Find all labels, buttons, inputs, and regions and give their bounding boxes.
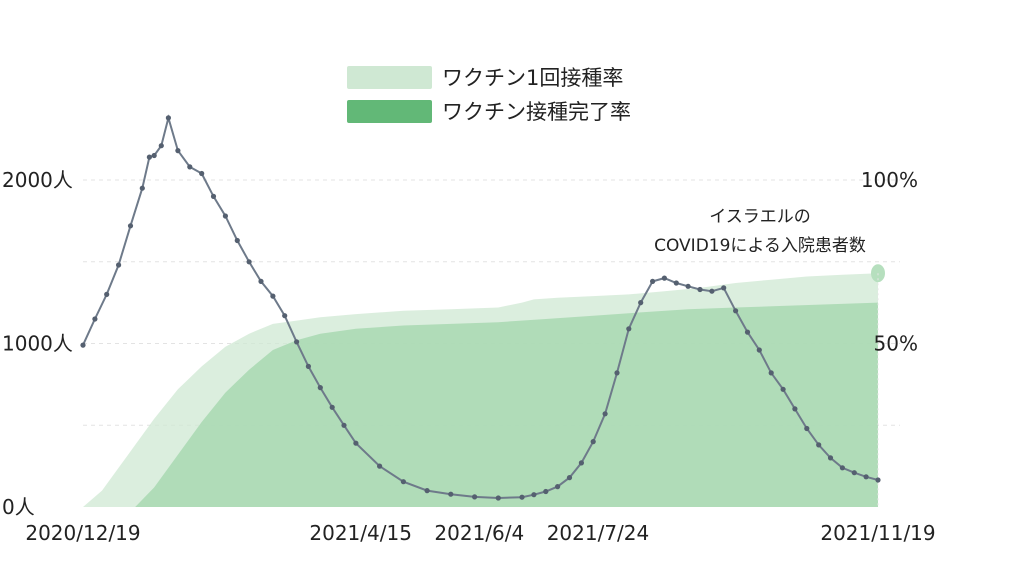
y-right-tick-label: 100% xyxy=(861,168,918,192)
axes: 0人 1000人 2000人 50% 100% 2020/12/19 2021/4/15 20… xyxy=(2,168,936,545)
hospitalization-point xyxy=(578,460,585,466)
hospitalization-point xyxy=(685,283,691,289)
y-left-tick-label: 2000人 xyxy=(2,168,73,192)
hospitalization-point xyxy=(234,237,240,244)
hospitalization-point xyxy=(270,293,276,299)
y-right-tick-label: 50% xyxy=(874,332,918,356)
hospitalization-point xyxy=(448,491,454,497)
hospitalization-point xyxy=(246,259,252,265)
hospitalization-point xyxy=(673,280,679,286)
hospitalization-point xyxy=(139,185,145,191)
hospitalization-point xyxy=(472,494,478,500)
hospitalization-point xyxy=(353,440,359,446)
hospitalization-point xyxy=(851,470,857,476)
hospitalization-point xyxy=(756,347,762,353)
hospitalization-point xyxy=(519,494,525,500)
hospitalization-point xyxy=(210,193,217,199)
hospitalization-point xyxy=(317,385,323,391)
hospitalization-point xyxy=(863,474,869,480)
hospitalization-point xyxy=(495,495,501,501)
annotation-line-2: COVID19による入院患者数 xyxy=(654,236,866,256)
hospitalization-point xyxy=(768,370,774,376)
hospitalization-point xyxy=(104,291,110,297)
hospitalization-point xyxy=(127,223,134,229)
hospitalization-point xyxy=(566,475,573,481)
hospitalization-point xyxy=(816,442,822,448)
hospitalization-point xyxy=(92,316,98,322)
hospitalization-point xyxy=(839,465,846,471)
hospitalization-point xyxy=(294,339,300,345)
hospitalization-point xyxy=(531,492,537,498)
legend-swatch-first-dose xyxy=(347,66,432,89)
hospitalization-point xyxy=(804,425,810,432)
hospitalization-point xyxy=(709,288,715,294)
hospitalization-point xyxy=(827,455,834,461)
hospitalization-point xyxy=(638,300,644,306)
hospitalization-point xyxy=(151,152,157,159)
hospitalization-point xyxy=(258,278,264,284)
legend-label-first-dose: ワクチン1回接種率 xyxy=(442,66,623,90)
hospitalization-point xyxy=(555,484,561,490)
hospitalization-point xyxy=(116,262,122,268)
hospitalization-point xyxy=(329,404,335,410)
hospitalization-point xyxy=(780,386,786,392)
hospitalization-point xyxy=(282,313,288,319)
x-tick-label: 2021/4/15 xyxy=(309,521,412,545)
hospitalization-point xyxy=(626,326,632,332)
hospitalization-line xyxy=(80,114,881,501)
hospitalization-point xyxy=(875,477,881,483)
hospitalization-point xyxy=(80,342,86,348)
fully-vaccinated-area xyxy=(83,302,878,507)
hospitalization-point xyxy=(424,488,430,494)
x-tick-label: 2020/12/19 xyxy=(25,521,140,545)
hospitalization-point xyxy=(199,170,205,177)
hospitalization-point xyxy=(305,363,311,369)
hospitalization-point xyxy=(543,488,549,495)
x-tick-label: 2021/6/4 xyxy=(434,521,524,545)
hospitalization-point xyxy=(400,479,406,485)
hospitalization-point xyxy=(222,213,228,219)
hospitalization-point xyxy=(614,370,620,376)
hospitalization-point xyxy=(744,329,751,335)
hospitalization-point xyxy=(165,115,171,121)
hospitalization-point xyxy=(697,286,703,293)
hospitalization-point xyxy=(377,463,383,469)
hospitalization-point xyxy=(792,406,798,412)
hospitalization-point xyxy=(590,439,596,445)
hospitalization-point xyxy=(650,278,656,284)
annotation-line-1: イスラエルの xyxy=(709,207,811,227)
legend-swatch-fully-vaccinated xyxy=(347,100,432,123)
hospitalization-point xyxy=(146,154,152,160)
hospitalization-point xyxy=(175,148,181,154)
line-annotation: イスラエルの COVID19による入院患者数 xyxy=(654,207,866,256)
legend: ワクチン1回接種率 ワクチン接種完了率 xyxy=(347,66,631,124)
hospitalization-point xyxy=(341,422,347,428)
y-left-tick-label: 1000人 xyxy=(2,332,73,356)
hospitalization-point xyxy=(661,275,668,281)
hospitalization-point xyxy=(187,164,193,170)
hospitalization-point xyxy=(158,143,164,149)
hospitalization-point xyxy=(721,285,727,291)
hospitalization-point xyxy=(733,308,739,314)
vaccination-areas xyxy=(83,264,885,507)
y-left-tick-label: 0人 xyxy=(2,495,35,519)
x-tick-label: 2021/7/24 xyxy=(547,521,650,545)
x-tick-label: 2021/11/19 xyxy=(820,521,935,545)
legend-label-fully-vaccinated: ワクチン接種完了率 xyxy=(442,100,631,124)
hospitalization-point xyxy=(602,411,608,417)
